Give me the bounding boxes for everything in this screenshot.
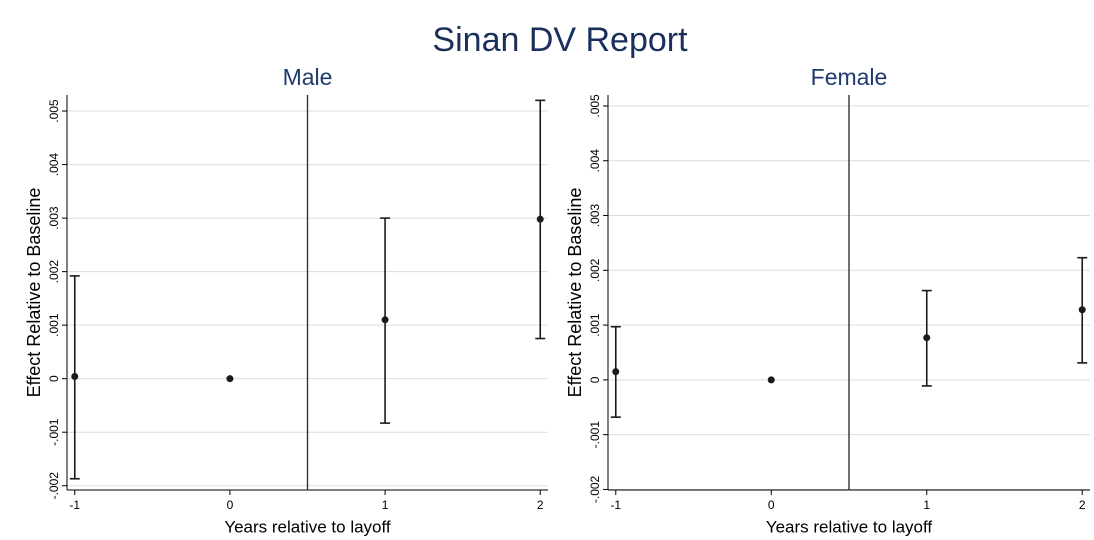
y-tick-label: -.002 bbox=[47, 472, 61, 500]
y-tick-label: -.001 bbox=[47, 418, 61, 446]
y-tick-label: .004 bbox=[47, 153, 61, 177]
panel-title: Male bbox=[283, 64, 333, 90]
y-axis-label: Effect Relative to Baseline bbox=[565, 188, 585, 398]
point bbox=[767, 376, 775, 384]
y-tick-label: .001 bbox=[588, 313, 602, 337]
y-tick-label: .005 bbox=[47, 99, 61, 123]
report-title: Sinan DV Report bbox=[432, 21, 688, 59]
point bbox=[71, 373, 79, 381]
y-axis-label: Effect Relative to Baseline bbox=[24, 188, 44, 398]
y-tick-label: .001 bbox=[47, 313, 61, 337]
y-tick-label: .005 bbox=[588, 94, 602, 118]
y-tick-label: -.002 bbox=[588, 475, 602, 503]
point bbox=[226, 375, 234, 383]
y-tick-label: 0 bbox=[47, 375, 61, 382]
point bbox=[923, 334, 931, 342]
x-tick-label: 2 bbox=[537, 498, 544, 512]
x-tick-label: 2 bbox=[1079, 498, 1086, 512]
y-tick-label: .004 bbox=[588, 149, 602, 173]
x-tick-label: 0 bbox=[227, 498, 234, 512]
point bbox=[1078, 306, 1086, 314]
y-tick-label: .003 bbox=[588, 204, 602, 228]
point bbox=[612, 368, 620, 376]
y-tick-label: 0 bbox=[588, 376, 602, 383]
y-tick-label: .002 bbox=[47, 260, 61, 284]
point bbox=[536, 215, 544, 223]
y-tick-label: .002 bbox=[588, 258, 602, 282]
x-tick-label: -1 bbox=[69, 498, 80, 512]
x-axis-label: Years relative to layoff bbox=[766, 517, 933, 536]
x-tick-label: 1 bbox=[382, 498, 389, 512]
x-tick-label: -1 bbox=[610, 498, 621, 512]
x-tick-label: 1 bbox=[923, 498, 930, 512]
x-axis-label: Years relative to layoff bbox=[224, 517, 391, 536]
point bbox=[381, 316, 389, 324]
x-tick-label: 0 bbox=[768, 498, 775, 512]
y-tick-label: -.001 bbox=[588, 421, 602, 449]
y-tick-label: .003 bbox=[47, 206, 61, 230]
panel-title: Female bbox=[811, 64, 888, 90]
